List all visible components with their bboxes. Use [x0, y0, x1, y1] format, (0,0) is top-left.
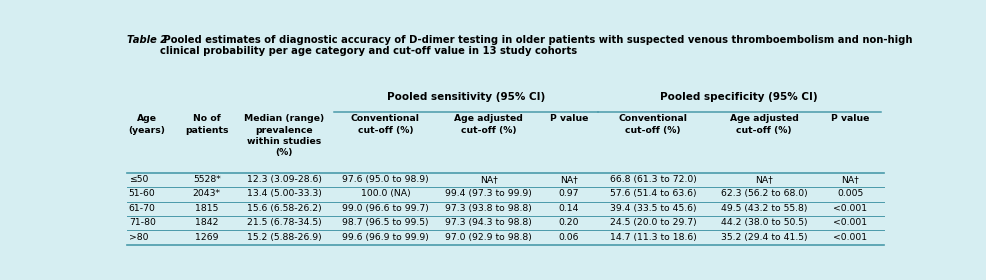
- Text: 66.8 (61.3 to 72.0): 66.8 (61.3 to 72.0): [609, 175, 696, 184]
- Text: 0.97: 0.97: [558, 189, 579, 198]
- Text: 62.3 (56.2 to 68.0): 62.3 (56.2 to 68.0): [720, 189, 807, 198]
- Text: Pooled sensitivity (95% CI): Pooled sensitivity (95% CI): [387, 92, 544, 102]
- Text: <0.001: <0.001: [832, 233, 867, 242]
- Text: 61-70: 61-70: [128, 204, 156, 213]
- Text: P value: P value: [830, 115, 869, 123]
- Text: 51-60: 51-60: [128, 189, 156, 198]
- Text: 44.2 (38.0 to 50.5): 44.2 (38.0 to 50.5): [720, 218, 807, 227]
- Text: Age adjusted
cut-off (%): Age adjusted cut-off (%): [729, 115, 798, 135]
- Text: NA†: NA†: [559, 175, 577, 184]
- Text: 13.4 (5.00-33.3): 13.4 (5.00-33.3): [246, 189, 321, 198]
- Text: 97.6 (95.0 to 98.9): 97.6 (95.0 to 98.9): [342, 175, 428, 184]
- Text: Table 2: Table 2: [127, 35, 168, 45]
- Text: 35.2 (29.4 to 41.5): 35.2 (29.4 to 41.5): [720, 233, 807, 242]
- Text: P value: P value: [549, 115, 588, 123]
- Text: 15.2 (5.88-26.9): 15.2 (5.88-26.9): [246, 233, 321, 242]
- Text: 14.7 (11.3 to 18.6): 14.7 (11.3 to 18.6): [609, 233, 696, 242]
- Text: 12.3 (3.09-28.6): 12.3 (3.09-28.6): [246, 175, 321, 184]
- Text: 39.4 (33.5 to 45.6): 39.4 (33.5 to 45.6): [609, 204, 696, 213]
- Text: Median (range)
prevalence
within studies
(%): Median (range) prevalence within studies…: [244, 115, 323, 157]
- Text: Conventional
cut-off (%): Conventional cut-off (%): [350, 115, 419, 135]
- Text: NA†: NA†: [479, 175, 497, 184]
- Text: ≤50: ≤50: [128, 175, 148, 184]
- Text: Pooled estimates of diagnostic accuracy of D-dimer testing in older patients wit: Pooled estimates of diagnostic accuracy …: [160, 35, 912, 56]
- Text: NA†: NA†: [840, 175, 858, 184]
- Text: 24.5 (20.0 to 29.7): 24.5 (20.0 to 29.7): [609, 218, 696, 227]
- Text: 71-80: 71-80: [128, 218, 156, 227]
- Text: Age adjusted
cut-off (%): Age adjusted cut-off (%): [454, 115, 523, 135]
- Text: 5528*: 5528*: [192, 175, 221, 184]
- Text: No of
patients: No of patients: [184, 115, 229, 135]
- Text: 97.3 (93.8 to 98.8): 97.3 (93.8 to 98.8): [445, 204, 531, 213]
- Text: 99.4 (97.3 to 99.9): 99.4 (97.3 to 99.9): [445, 189, 531, 198]
- Text: Conventional
cut-off (%): Conventional cut-off (%): [618, 115, 687, 135]
- Text: <0.001: <0.001: [832, 204, 867, 213]
- Text: NA†: NA†: [754, 175, 772, 184]
- Text: 0.005: 0.005: [836, 189, 863, 198]
- Text: 0.06: 0.06: [558, 233, 579, 242]
- Text: 97.0 (92.9 to 98.8): 97.0 (92.9 to 98.8): [445, 233, 531, 242]
- Text: 97.3 (94.3 to 98.8): 97.3 (94.3 to 98.8): [445, 218, 531, 227]
- Text: 49.5 (43.2 to 55.8): 49.5 (43.2 to 55.8): [720, 204, 807, 213]
- Text: 1842: 1842: [195, 218, 218, 227]
- Text: 0.14: 0.14: [558, 204, 579, 213]
- Text: 21.5 (6.78-34.5): 21.5 (6.78-34.5): [246, 218, 321, 227]
- Text: 57.6 (51.4 to 63.6): 57.6 (51.4 to 63.6): [609, 189, 696, 198]
- Text: 99.6 (96.9 to 99.9): 99.6 (96.9 to 99.9): [341, 233, 428, 242]
- Text: 1815: 1815: [195, 204, 218, 213]
- Text: 2043*: 2043*: [192, 189, 221, 198]
- Text: 100.0 (NA): 100.0 (NA): [360, 189, 410, 198]
- Text: 99.0 (96.6 to 99.7): 99.0 (96.6 to 99.7): [341, 204, 428, 213]
- Text: 15.6 (6.58-26.2): 15.6 (6.58-26.2): [246, 204, 321, 213]
- Text: 1269: 1269: [195, 233, 218, 242]
- Text: Pooled specificity (95% CI): Pooled specificity (95% CI): [660, 92, 817, 102]
- Text: Age
(years): Age (years): [128, 115, 166, 135]
- Text: <0.001: <0.001: [832, 218, 867, 227]
- Text: >80: >80: [128, 233, 148, 242]
- Text: 0.20: 0.20: [558, 218, 579, 227]
- Text: 98.7 (96.5 to 99.5): 98.7 (96.5 to 99.5): [342, 218, 428, 227]
